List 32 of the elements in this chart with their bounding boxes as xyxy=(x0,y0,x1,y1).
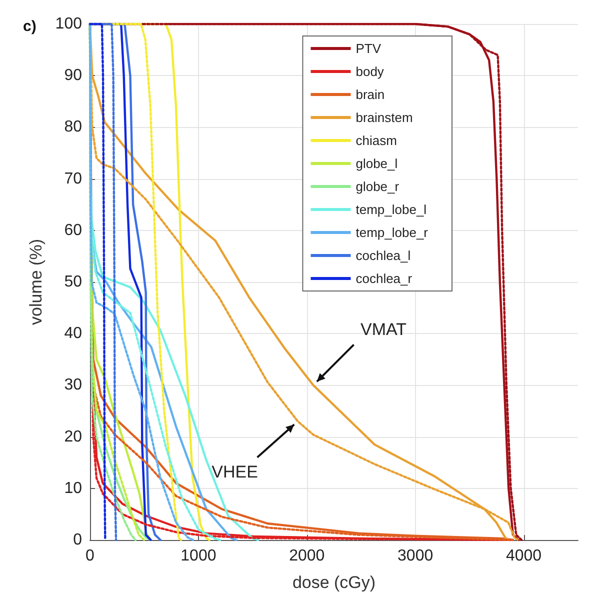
legend-label: brain xyxy=(356,87,385,102)
y-tick-label: 10 xyxy=(64,480,82,497)
legend-label: globe_r xyxy=(356,179,400,194)
legend-label: PTV xyxy=(356,41,382,56)
y-tick-label: 70 xyxy=(64,170,82,188)
legend-label: brainstem xyxy=(356,110,413,125)
annotation: VHEE xyxy=(212,462,258,482)
legend-label: cochlea_r xyxy=(356,271,413,286)
x-tick-label: 4000 xyxy=(506,548,542,564)
y-tick-label: 30 xyxy=(64,376,82,394)
legend-label: globe_l xyxy=(356,156,398,171)
y-tick-label: 100 xyxy=(55,16,82,32)
x-axis-title: dose (cGy) xyxy=(292,573,376,592)
legend-label: body xyxy=(356,64,384,79)
y-tick-label: 90 xyxy=(64,67,82,84)
legend-label: cochlea_l xyxy=(356,248,411,263)
y-tick-label: 20 xyxy=(64,428,82,446)
legend-label: temp_lobe_l xyxy=(356,202,427,217)
x-tick-label: 2000 xyxy=(289,548,325,564)
x-tick-label: 1000 xyxy=(180,548,216,564)
chart-title: c) xyxy=(23,18,36,35)
y-tick-label: 50 xyxy=(64,274,82,290)
y-tick-label: 80 xyxy=(64,118,82,136)
legend-label: temp_lobe_r xyxy=(356,225,429,240)
y-tick-label: 60 xyxy=(64,222,82,239)
y-tick-label: 0 xyxy=(73,532,82,548)
x-tick-label: 0 xyxy=(86,548,95,564)
y-tick-label: 40 xyxy=(64,325,82,342)
annotation: VMAT xyxy=(360,320,407,339)
x-tick-label: 3000 xyxy=(398,548,434,564)
y-axis-title: volume (%) xyxy=(26,239,46,325)
legend-label: chiasm xyxy=(356,133,397,148)
